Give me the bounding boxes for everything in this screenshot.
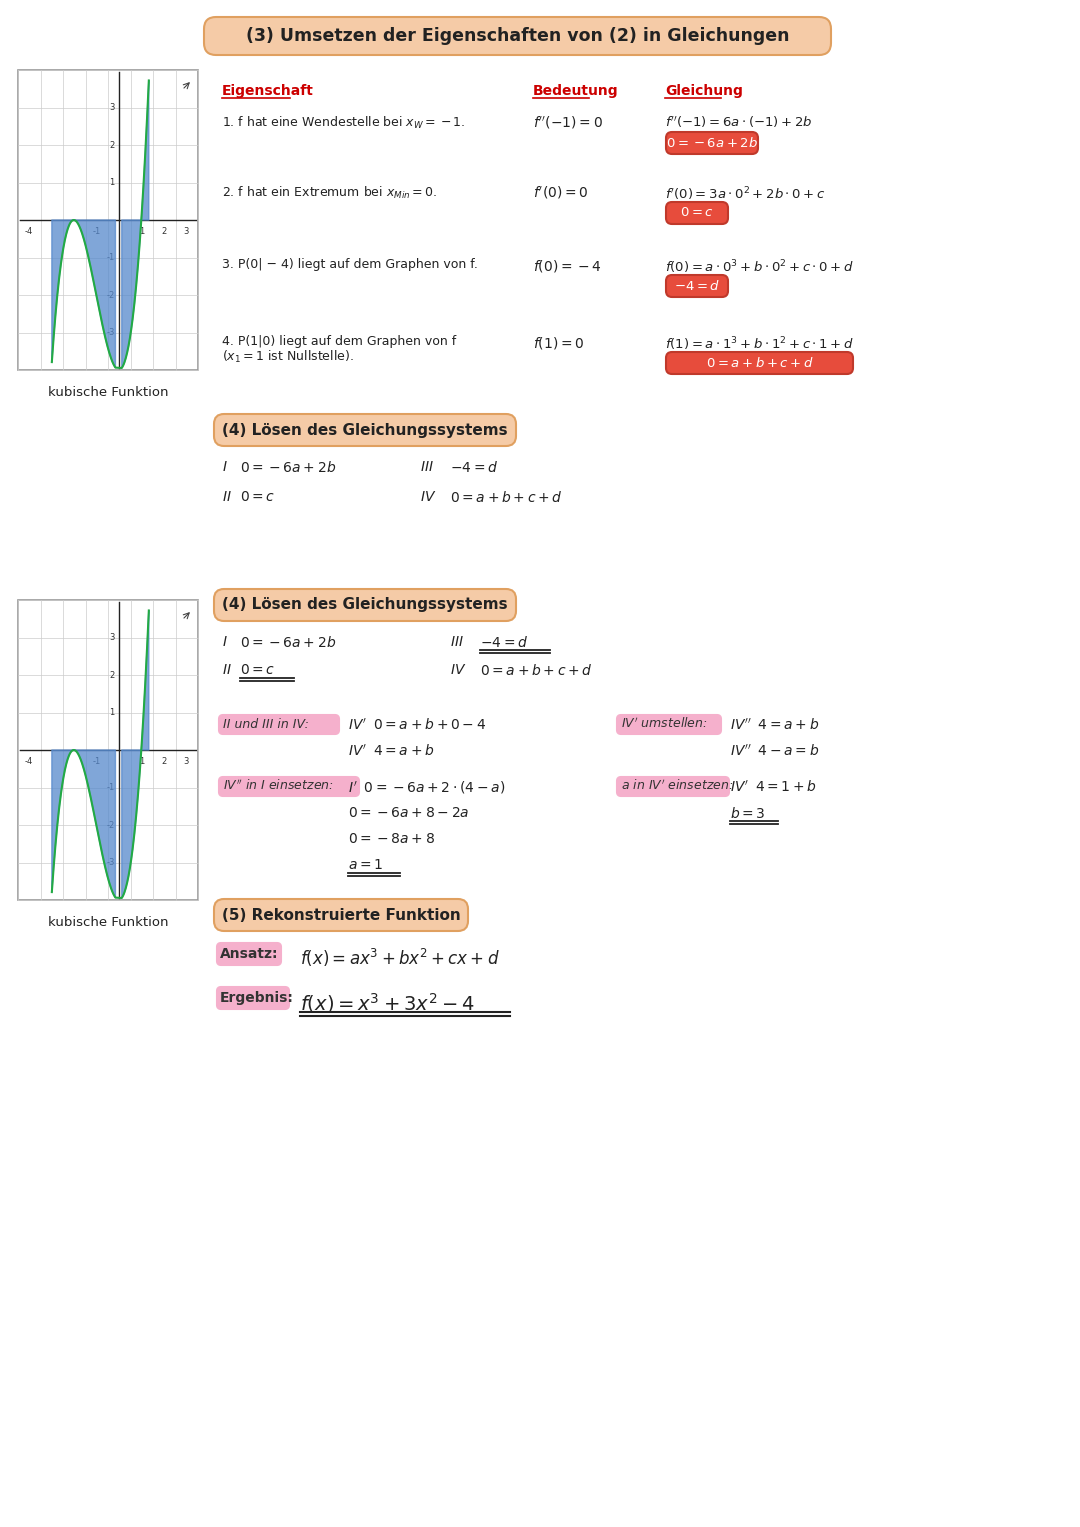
Text: $f'(0) = 3a \cdot 0^2 + 2b \cdot 0 + c$: $f'(0) = 3a \cdot 0^2 + 2b \cdot 0 + c$ — [665, 185, 825, 203]
Text: -1: -1 — [107, 783, 114, 793]
Text: -4: -4 — [25, 228, 32, 237]
Text: 1: 1 — [138, 228, 144, 237]
Text: 2: 2 — [161, 228, 166, 237]
Text: (4) Lösen des Gleichungssystems: (4) Lösen des Gleichungssystems — [222, 423, 508, 438]
Text: 3: 3 — [184, 757, 189, 767]
FancyBboxPatch shape — [617, 777, 729, 796]
Text: $f(x) = ax^3 + bx^2 + cx + d$: $f(x) = ax^3 + bx^2 + cx + d$ — [300, 947, 500, 970]
Text: $IV'\;\;4 = 1 + b$: $IV'\;\;4 = 1 + b$ — [730, 780, 816, 796]
Text: Ansatz:: Ansatz: — [220, 947, 279, 960]
Text: $f(1) = 0$: $f(1) = 0$ — [534, 334, 584, 351]
FancyBboxPatch shape — [214, 414, 516, 446]
Text: $-4 = d$: $-4 = d$ — [450, 460, 498, 475]
Text: $IV'\;\;4 = a + b$: $IV'\;\;4 = a + b$ — [348, 744, 434, 759]
Text: Ergebnis:: Ergebnis: — [220, 991, 294, 1005]
Text: $0 = a + b + c + d$: $0 = a + b + c + d$ — [705, 356, 813, 370]
Text: $-4 = d$: $-4 = d$ — [674, 279, 720, 293]
Text: $IV''\;\;4 = a + b$: $IV''\;\;4 = a + b$ — [730, 718, 820, 733]
Text: $IV''$ in $I$ einsetzen:: $IV''$ in $I$ einsetzen: — [222, 779, 334, 793]
Text: 2: 2 — [161, 757, 166, 767]
Text: $II$: $II$ — [222, 490, 232, 504]
Text: a in $IV'$ einsetzen:: a in $IV'$ einsetzen: — [621, 779, 733, 793]
FancyBboxPatch shape — [217, 986, 289, 1009]
FancyBboxPatch shape — [666, 131, 758, 154]
Text: $f(0) = a \cdot 0^3 + b \cdot 0^2 + c \cdot 0 + d$: $f(0) = a \cdot 0^3 + b \cdot 0^2 + c \c… — [665, 258, 854, 275]
Text: 1: 1 — [138, 757, 144, 767]
Text: $III$: $III$ — [450, 635, 464, 649]
Text: $f(x) = x^3 + 3x^2 - 4$: $f(x) = x^3 + 3x^2 - 4$ — [300, 991, 474, 1015]
Text: Eigenschaft: Eigenschaft — [222, 84, 314, 98]
Text: -4: -4 — [25, 757, 32, 767]
FancyBboxPatch shape — [666, 275, 728, 296]
Text: $f''(-1) = 6a \cdot (-1) + 2b$: $f''(-1) = 6a \cdot (-1) + 2b$ — [665, 115, 812, 130]
Text: 3: 3 — [184, 228, 189, 237]
Text: -1: -1 — [107, 253, 114, 263]
Text: kubische Funktion: kubische Funktion — [48, 916, 168, 928]
Text: II und III in IV:: II und III in IV: — [222, 718, 309, 730]
Text: 2: 2 — [109, 140, 114, 150]
Text: 3. P(0| − 4) liegt auf dem Graphen von f.: 3. P(0| − 4) liegt auf dem Graphen von f… — [222, 258, 477, 270]
FancyBboxPatch shape — [666, 353, 853, 374]
Text: $I'\;\;0 = -6a + 2 \cdot (4 - a)$: $I'\;\;0 = -6a + 2 \cdot (4 - a)$ — [348, 780, 505, 796]
Text: $IV''\;\;4 - a = b$: $IV''\;\;4 - a = b$ — [730, 744, 820, 759]
Bar — [18, 70, 198, 370]
Text: $0 = -6a + 2b$: $0 = -6a + 2b$ — [240, 460, 336, 475]
Bar — [18, 600, 198, 899]
FancyBboxPatch shape — [219, 777, 359, 796]
FancyBboxPatch shape — [219, 715, 339, 734]
Text: 1: 1 — [109, 709, 114, 718]
Text: $0 = -6a + 2b$: $0 = -6a + 2b$ — [240, 635, 336, 651]
Text: 2. f hat ein Extremum bei $x_{Min} = 0$.: 2. f hat ein Extremum bei $x_{Min} = 0$. — [222, 185, 437, 202]
Text: -2: -2 — [107, 820, 114, 829]
Text: $IV'\;\;0 = a + b + 0 - 4$: $IV'\;\;0 = a + b + 0 - 4$ — [348, 718, 486, 733]
Text: -3: -3 — [107, 858, 114, 867]
Text: $III$: $III$ — [420, 460, 434, 473]
Text: $I$: $I$ — [222, 460, 228, 473]
Text: -1: -1 — [92, 228, 100, 237]
Text: (3) Umsetzen der Eigenschaften von (2) in Gleichungen: (3) Umsetzen der Eigenschaften von (2) i… — [246, 27, 789, 44]
Text: $0 = c$: $0 = c$ — [240, 490, 275, 504]
Text: $-4 = d$: $-4 = d$ — [480, 635, 528, 651]
Text: 1: 1 — [109, 179, 114, 186]
Text: $0 = a + b + c + d$: $0 = a + b + c + d$ — [480, 663, 593, 678]
Text: (5) Rekonstruierte Funktion: (5) Rekonstruierte Funktion — [221, 907, 460, 922]
Text: $0 = a + b + c + d$: $0 = a + b + c + d$ — [450, 490, 563, 505]
Text: $IV'$ umstellen:: $IV'$ umstellen: — [621, 716, 707, 731]
Text: $I$: $I$ — [222, 635, 228, 649]
Text: Gleichung: Gleichung — [665, 84, 743, 98]
Text: -2: -2 — [107, 290, 114, 299]
Text: $IV$: $IV$ — [450, 663, 467, 676]
Text: Bedeutung: Bedeutung — [534, 84, 619, 98]
Text: $0 = -6a + 8 - 2a$: $0 = -6a + 8 - 2a$ — [348, 806, 470, 820]
Text: $f(0) = -4$: $f(0) = -4$ — [534, 258, 602, 273]
Text: $f(1) = a \cdot 1^3 + b \cdot 1^2 + c \cdot 1 + d$: $f(1) = a \cdot 1^3 + b \cdot 1^2 + c \c… — [665, 334, 854, 353]
Text: $0 = c$: $0 = c$ — [680, 206, 714, 220]
Text: $f'(0) = 0$: $f'(0) = 0$ — [534, 185, 589, 202]
Text: 3: 3 — [109, 634, 114, 641]
FancyBboxPatch shape — [666, 202, 728, 224]
Text: $(x_1 = 1$ ist Nullstelle).: $(x_1 = 1$ ist Nullstelle). — [222, 350, 354, 365]
Text: $0 = -6a + 2b$: $0 = -6a + 2b$ — [666, 136, 758, 150]
Text: $0 = -8a + 8$: $0 = -8a + 8$ — [348, 832, 435, 846]
FancyBboxPatch shape — [204, 17, 831, 55]
Text: kubische Funktion: kubische Funktion — [48, 386, 168, 399]
Text: -3: -3 — [107, 328, 114, 337]
Text: 2: 2 — [109, 670, 114, 680]
Text: -1: -1 — [92, 757, 100, 767]
Text: 3: 3 — [109, 102, 114, 111]
Text: $a = 1$: $a = 1$ — [348, 858, 383, 872]
Text: 4. P(1|0) liegt auf dem Graphen von f: 4. P(1|0) liegt auf dem Graphen von f — [222, 334, 456, 348]
Text: 1. f hat eine Wendestelle bei $x_W = -1$.: 1. f hat eine Wendestelle bei $x_W = -1$… — [222, 115, 465, 131]
FancyBboxPatch shape — [617, 715, 721, 734]
FancyBboxPatch shape — [214, 589, 516, 621]
Text: $IV$: $IV$ — [420, 490, 436, 504]
Text: $0 = c$: $0 = c$ — [240, 663, 275, 676]
FancyBboxPatch shape — [214, 899, 468, 931]
Text: $f''(-1) = 0$: $f''(-1) = 0$ — [534, 115, 603, 131]
Text: (4) Lösen des Gleichungssystems: (4) Lösen des Gleichungssystems — [222, 597, 508, 612]
FancyBboxPatch shape — [217, 944, 281, 965]
Text: $b = 3$: $b = 3$ — [730, 806, 766, 822]
Text: $II$: $II$ — [222, 663, 232, 676]
